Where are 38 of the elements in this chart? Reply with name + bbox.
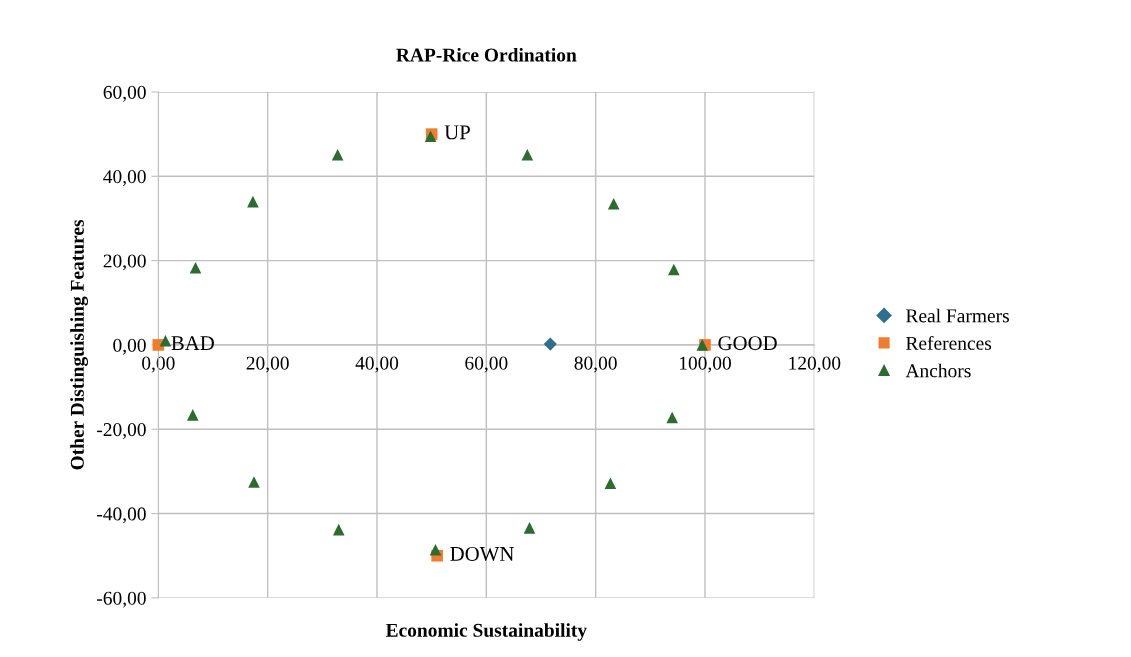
- legend-label: Real Farmers: [906, 308, 1009, 323]
- x-tick-label: 80,00: [574, 356, 617, 373]
- point: [607, 197, 620, 210]
- x-tick-label: 0,00: [142, 356, 175, 373]
- chart-title: RAP-Rice Ordination: [396, 47, 577, 62]
- point: [332, 523, 345, 536]
- y-tick-label: -40,00: [97, 507, 146, 524]
- point: [521, 148, 534, 161]
- y-axis-title: Other Distinguishing Features: [70, 219, 88, 470]
- point: [668, 263, 680, 276]
- point: [543, 337, 557, 351]
- x-tick-label: 100,00: [679, 356, 731, 373]
- point: [186, 409, 199, 421]
- legend-label: Anchors: [905, 363, 971, 378]
- point: [189, 261, 202, 274]
- annotation: BAD: [171, 336, 214, 350]
- point: [523, 522, 536, 534]
- annotation: DOWN: [450, 546, 514, 562]
- point: [604, 477, 617, 490]
- x-tick-label: 20,00: [246, 356, 289, 373]
- point: [429, 544, 442, 556]
- x-tick-label: 60,00: [465, 356, 508, 373]
- y-tick-label: -20,00: [97, 423, 146, 439]
- point: [331, 148, 344, 161]
- point: [248, 476, 260, 488]
- y-tick-label: 60,00: [103, 85, 146, 102]
- legend-label: References: [906, 335, 992, 350]
- point: [666, 411, 678, 424]
- y-tick-label: 20,00: [103, 254, 146, 271]
- annotation: GOOD: [718, 336, 777, 351]
- annotation: UP: [444, 125, 470, 140]
- x-tick-label: 40,00: [355, 356, 399, 373]
- point: [159, 334, 172, 347]
- x-axis-title: Economic Sustainability: [385, 623, 587, 641]
- y-tick-label: 0,00: [113, 338, 146, 355]
- x-tick-label: 120,00: [789, 356, 841, 373]
- y-tick-label: 40,00: [103, 170, 146, 187]
- y-tick-label: -60,00: [97, 591, 146, 608]
